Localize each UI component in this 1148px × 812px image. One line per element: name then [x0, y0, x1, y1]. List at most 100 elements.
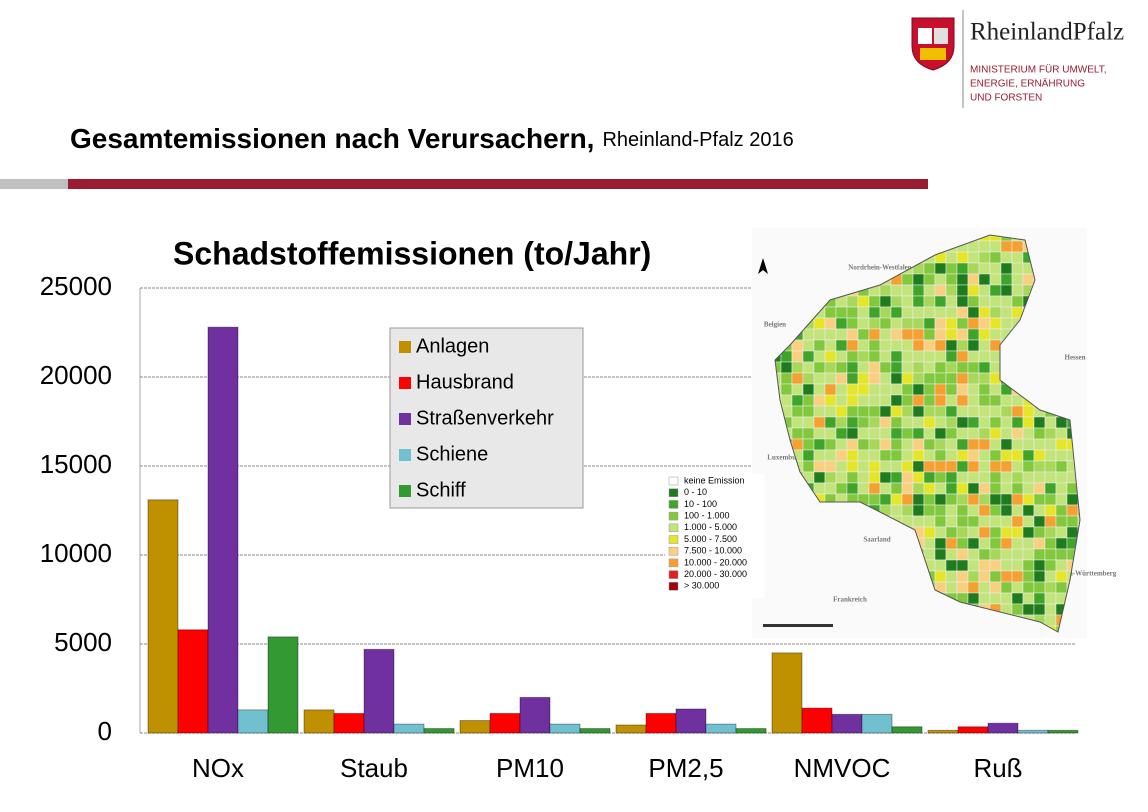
map-cell — [989, 295, 1002, 308]
grid: 0 5000 10000 15000 20000 25000 — [40, 271, 1076, 746]
map-cell — [901, 427, 914, 440]
map-legend-swatch — [668, 511, 679, 521]
map-cell — [967, 504, 980, 517]
map-cell — [791, 350, 804, 363]
map-cell — [890, 295, 903, 308]
scale-bar — [763, 624, 833, 627]
map-cell — [792, 637, 803, 648]
map-cell — [913, 637, 924, 648]
map-cell — [901, 383, 914, 396]
map-cell — [1011, 482, 1024, 495]
map-cell — [989, 581, 1002, 594]
map-cell — [1044, 603, 1057, 616]
map-cell — [934, 482, 947, 495]
map-cell — [802, 328, 815, 341]
map-cell — [780, 372, 793, 385]
map-cell — [979, 637, 990, 648]
map-cell — [1011, 284, 1024, 297]
map-cell — [1077, 515, 1080, 528]
map-cell — [956, 295, 969, 308]
map-cell — [868, 339, 881, 352]
map-legend-label: 1.000 - 5.000 — [684, 522, 737, 532]
map-cell — [879, 361, 892, 374]
map-cell — [879, 460, 892, 473]
crest-part — [920, 48, 946, 60]
map-cell — [1012, 637, 1023, 648]
map-cell — [824, 372, 837, 385]
bar — [237, 709, 269, 734]
map-cell — [791, 427, 804, 440]
map-cell — [1022, 471, 1035, 484]
map-cell — [901, 361, 914, 374]
map-legend-swatch — [668, 570, 679, 579]
map-cell — [813, 328, 826, 341]
map-cell — [901, 295, 914, 308]
map-cell — [835, 471, 848, 484]
map-cell — [934, 526, 947, 539]
bar — [645, 712, 677, 734]
bar — [579, 728, 611, 734]
map-cell — [1022, 559, 1035, 572]
map-cell — [989, 350, 1002, 363]
map-cell — [824, 306, 837, 319]
map-cell — [990, 637, 1001, 648]
north-arrow — [758, 258, 768, 274]
map-cell — [967, 570, 980, 583]
map-cell — [1011, 405, 1024, 418]
map-cell — [890, 317, 903, 330]
map-cell — [901, 493, 914, 506]
map-cell — [956, 383, 969, 396]
map-cell — [802, 361, 815, 374]
map-cell — [1000, 405, 1013, 418]
map-cell — [1011, 592, 1024, 605]
map-cell — [956, 328, 969, 341]
map-cell — [978, 460, 991, 473]
legend-label: Schiff — [416, 479, 466, 501]
map-cell — [934, 328, 947, 341]
map-cell — [1055, 427, 1068, 440]
map-cell — [846, 372, 859, 385]
map-cell — [934, 361, 947, 374]
slide-title: Gesamtemissionen nach Verursachern, Rhein… — [70, 123, 794, 154]
map-cell — [813, 438, 826, 451]
header-bar-grey — [0, 179, 68, 189]
map-cell — [978, 581, 991, 594]
map-cell — [1055, 493, 1068, 506]
bar — [519, 696, 551, 734]
map-cell — [868, 372, 881, 385]
map-cell — [857, 471, 870, 484]
map-cell — [912, 295, 925, 308]
map-cell — [945, 416, 958, 429]
map-cell — [802, 438, 815, 451]
map-cell — [989, 240, 1002, 253]
map-legend-label: keine Emission — [684, 475, 745, 485]
map-cell — [1033, 449, 1046, 462]
map-cell — [846, 361, 859, 374]
logo-name: RheinlandPfalz — [970, 19, 1124, 46]
map-cell — [967, 361, 980, 374]
map-cell — [802, 427, 815, 440]
map-cell — [1011, 273, 1024, 286]
map-cell — [956, 394, 969, 407]
map-cell — [1011, 570, 1024, 583]
map-cell — [945, 251, 958, 264]
map-cell — [1055, 526, 1068, 539]
map-cell — [901, 438, 914, 451]
bars: NOx Staub PM10 PM2,5 NMVOC Ruß — [147, 326, 1079, 783]
map-cell — [868, 361, 881, 374]
map-cell — [857, 295, 870, 308]
map-cell — [813, 361, 826, 374]
map-cell — [1067, 637, 1078, 648]
map-cell — [791, 339, 804, 352]
legend-label: Hausbrand — [416, 371, 514, 393]
map-cell — [1023, 637, 1034, 648]
map-cell — [813, 350, 826, 363]
bar — [891, 726, 923, 734]
map-cell — [945, 427, 958, 440]
map-cell — [989, 460, 1002, 473]
map-cell — [1000, 273, 1013, 286]
map-cell — [890, 405, 903, 418]
bar — [615, 724, 647, 734]
legend-box — [389, 327, 584, 509]
map-cell — [1000, 493, 1013, 506]
